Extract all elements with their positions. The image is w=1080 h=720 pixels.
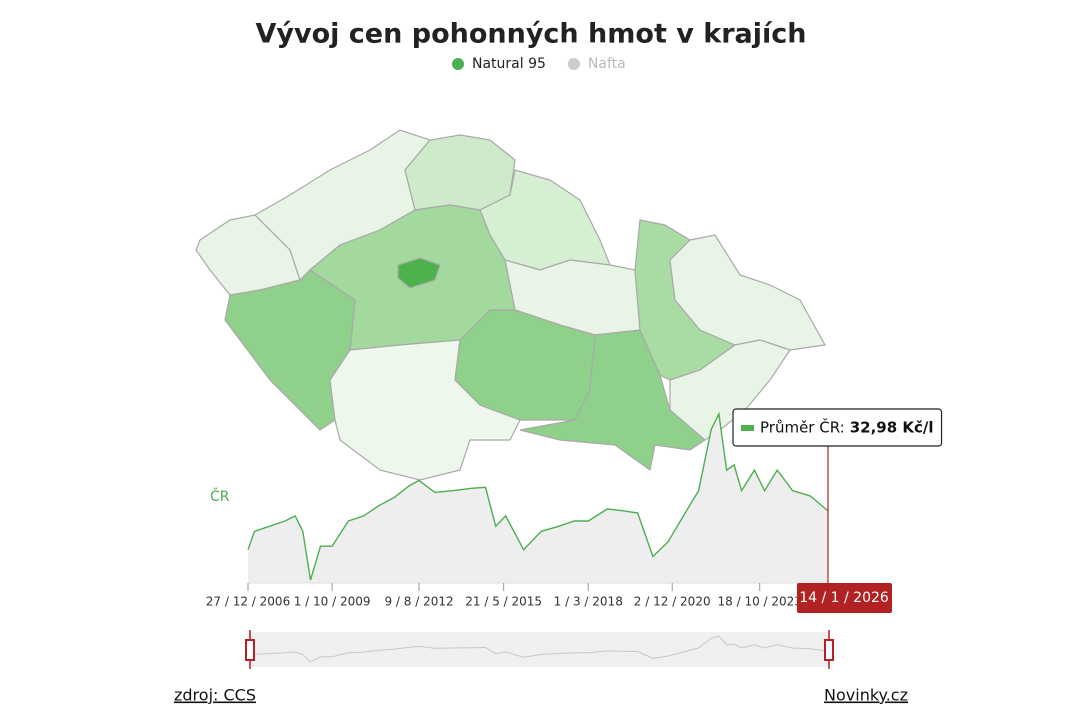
publisher-link[interactable]: Novinky.cz <box>824 686 908 705</box>
region[interactable] <box>397 257 441 289</box>
navigator-handle[interactable] <box>245 639 255 661</box>
legend-marker[interactable] <box>452 58 464 70</box>
region[interactable] <box>669 339 791 441</box>
x-tick-label: 9 / 8 / 2012 <box>384 595 453 609</box>
tooltip-label: Průměr ČR: <box>760 418 845 437</box>
plot-area: ČR 27 / 12 / 2006 1 / 10 / 2009 9 / 8 / 201… <box>206 408 943 669</box>
chart-title: Vývoj cen pohonných hmot v krajích <box>256 19 807 50</box>
line <box>247 411 829 581</box>
tooltip-value: 32,98 Kč/l <box>850 419 934 437</box>
navigator[interactable] <box>248 632 830 667</box>
x-tick-label: 2 / 12 / 2020 <box>634 595 711 609</box>
series-label: ČR <box>210 487 230 505</box>
x-tick-label: 18 / 10 / 2023 <box>718 595 802 609</box>
source-link[interactable]: zdroj: CCS <box>174 686 256 705</box>
tooltip <box>732 408 943 447</box>
selected-date: 14 / 1 / 2026 <box>799 590 889 606</box>
tooltip-marker <box>741 425 754 431</box>
area <box>248 414 828 583</box>
map <box>195 129 826 481</box>
x-tick-label: 1 / 10 / 2009 <box>294 595 371 609</box>
legend[interactable]: Natural 95 Nafta <box>452 56 626 72</box>
navigator-handle[interactable] <box>824 639 834 661</box>
selected-date-box <box>797 583 892 613</box>
navigator-line <box>247 635 829 663</box>
x-tick-label: 21 / 5 / 2015 <box>465 595 542 609</box>
x-tick-label: 1 / 3 / 2018 <box>554 595 623 609</box>
legend-label[interactable]: Nafta <box>588 56 626 72</box>
region[interactable] <box>519 329 706 472</box>
x-tick-label: 27 / 12 / 2006 <box>206 595 290 609</box>
legend-label[interactable]: Natural 95 <box>472 56 546 72</box>
legend-marker[interactable] <box>567 58 580 70</box>
